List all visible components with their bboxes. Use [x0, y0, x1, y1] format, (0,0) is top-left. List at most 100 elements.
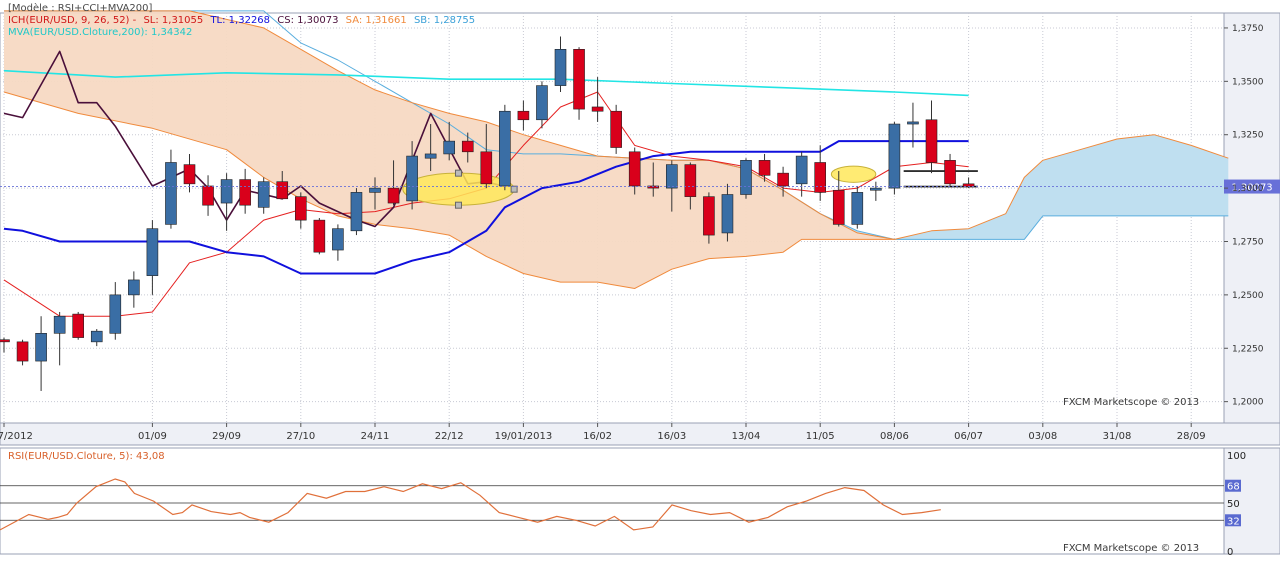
candle-body: [758, 160, 771, 176]
rsi-axis-panel: [1223, 447, 1280, 555]
candle-body: [517, 110, 530, 121]
rsi-level-tag: [1225, 479, 1241, 492]
candle-body: [684, 164, 697, 197]
candle-body: [832, 189, 845, 225]
candle-body: [72, 313, 84, 338]
candle-body: [591, 106, 604, 112]
x-tick-label: 31/08: [1103, 431, 1132, 442]
model-label: [Modèle : RSI+CCI+MVA200]: [8, 3, 153, 14]
axes-layer: 1,2000 1,2250 1,2500 1,2750 1,3000 1,3250 1,35…: [0, 24, 1264, 442]
rsi-tick-label: 0: [1227, 547, 1233, 557]
senkou-a-line: [4, 10, 1229, 240]
candle-body: [554, 49, 567, 86]
watermark-rsi: FXCM Marketscope © 2013: [1063, 543, 1200, 554]
mva200-line: [3, 69, 969, 97]
candle-body: [461, 140, 474, 153]
x-tick-label: 28/09: [1177, 431, 1206, 442]
x-tick-label: 27/10: [286, 431, 315, 442]
candle-body: [276, 181, 289, 200]
x-tick-label: 13/04: [732, 431, 761, 442]
x-tick-label: 08/06: [880, 431, 909, 442]
candle-body: [573, 49, 585, 110]
current-price-label: 1,30073: [1231, 183, 1272, 194]
candle-body: [480, 151, 493, 185]
time-axis-panel: [0, 422, 1280, 446]
candle-body: [944, 160, 956, 185]
x-tick-label: 22/12: [435, 431, 464, 442]
price-axis-panel: [1223, 12, 1280, 424]
rsi-line: [0, 478, 941, 531]
x-tick-label: 11/05: [806, 431, 835, 442]
ellipse-handle: [454, 169, 462, 177]
rsi-tick-label: 32: [1227, 516, 1240, 527]
ichimoku-cs: CS: 1,30073: [277, 15, 339, 26]
candle-body: [257, 181, 270, 208]
x-tick-label: 07/07/2012: [0, 431, 33, 442]
rsi-panel: [0, 447, 1225, 555]
candle-body: [294, 196, 307, 221]
candle-body: [925, 119, 938, 163]
y-tick-label: 1,3500: [1232, 77, 1264, 87]
candle-body: [369, 187, 381, 193]
rsi-legend: RSI(EUR/USD.Cloture, 5): 43,08: [8, 451, 165, 462]
candles-layer: [0, 36, 975, 391]
candle-body: [332, 228, 344, 251]
candle-body: [536, 85, 548, 121]
ellipse-handle: [510, 185, 518, 193]
ichimoku-sb: SB: 1,28755: [413, 15, 476, 26]
candle-body: [90, 330, 103, 343]
candle-body: [183, 164, 196, 185]
candle-body: [665, 164, 678, 189]
candle-body: [146, 228, 159, 276]
candle-body: [0, 339, 10, 343]
candle-body: [109, 294, 122, 334]
ichimoku-sa: SA: 1,31661: [345, 15, 407, 26]
candle-body: [239, 179, 251, 206]
candle-body: [165, 162, 177, 225]
ichimoku-sl: SL: 1,31055: [143, 15, 204, 26]
candle-body: [740, 160, 752, 195]
cloud-lower-line: [3, 91, 895, 289]
x-tick-label: 06/07: [954, 431, 983, 442]
candle-body: [814, 162, 827, 193]
x-tick-label: 16/03: [657, 431, 686, 442]
candle-body: [406, 155, 418, 202]
candle-body: [628, 151, 641, 187]
candle-body: [703, 196, 715, 236]
candle-body: [499, 110, 511, 187]
candle-body: [128, 279, 140, 296]
ichimoku-legend-label: ICH(EUR/USD, 9, 26, 52) -: [8, 15, 137, 26]
rsi-tick-label: 50: [1227, 499, 1240, 510]
y-tick-label: 1,2250: [1232, 344, 1264, 354]
x-tick-label: 19/01/2013: [495, 431, 553, 442]
y-tick-label: 1,3000: [1232, 184, 1264, 194]
candle-body: [907, 121, 919, 125]
watermark-main: FXCM Marketscope © 2013: [1063, 397, 1200, 408]
x-tick-label: 01/09: [138, 431, 167, 442]
candle-body: [851, 192, 864, 225]
candle-body: [16, 341, 29, 362]
current-price-tag: [1224, 179, 1280, 194]
rsi-tick-label: 68: [1227, 482, 1240, 493]
ichimoku-legend: ICH(EUR/USD, 9, 26, 52) - SL: 1,31055 TL…: [8, 15, 475, 26]
candle-body: [35, 333, 47, 362]
candle-body: [424, 153, 437, 159]
candle-body: [610, 110, 622, 148]
y-tick-label: 1,3250: [1232, 131, 1264, 141]
y-tick-label: 1,2750: [1232, 237, 1264, 247]
x-tick-label: 24/11: [361, 431, 390, 442]
candle-body: [777, 172, 789, 187]
candle-body: [795, 155, 808, 185]
y-tick-label: 1,3750: [1232, 24, 1264, 34]
ellipse-handle: [454, 201, 462, 209]
cloud-area-blue: [820, 134, 1229, 240]
y-tick-label: 1,2000: [1232, 398, 1264, 408]
rsi-layer: 100 68 50 32 0: [0, 451, 1246, 558]
rsi-tick-label: 100: [1227, 451, 1246, 462]
x-tick-label: 03/08: [1028, 431, 1057, 442]
highlight-ellipse: [402, 172, 515, 206]
x-tick-label: 29/09: [212, 431, 241, 442]
candle-body: [313, 219, 326, 253]
